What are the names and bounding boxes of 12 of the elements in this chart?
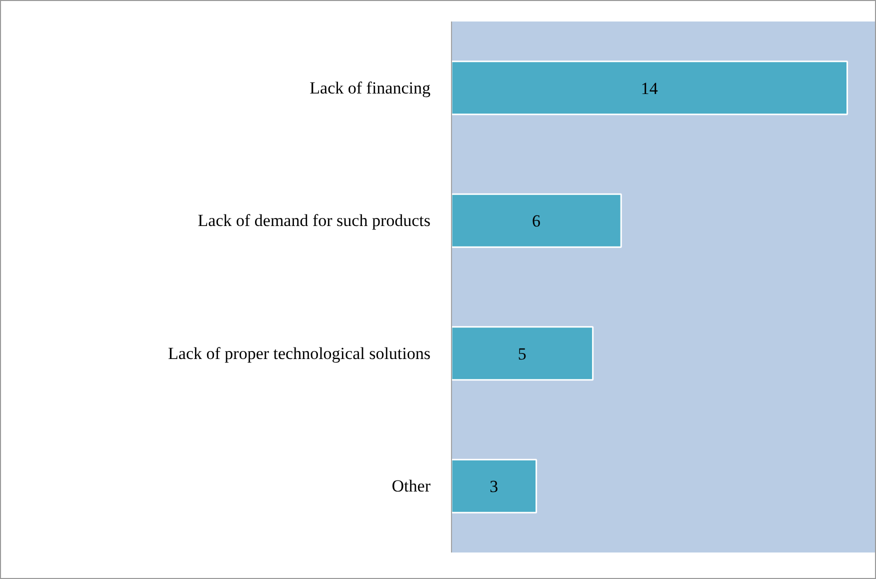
- y-tick-label: Lack of financing: [310, 78, 431, 98]
- bar: [452, 60, 848, 116]
- y-tick-label: Other: [392, 476, 431, 496]
- bar: [452, 326, 594, 381]
- bar: [452, 458, 538, 514]
- data-label: 14: [640, 78, 658, 98]
- bar: [452, 193, 622, 248]
- data-label: 3: [490, 477, 498, 496]
- y-tick-label: Lack of demand for such products: [198, 211, 431, 230]
- data-label: 6: [532, 212, 541, 231]
- y-tick-label: Lack of proper technological solutions: [168, 344, 431, 363]
- data-label: 5: [518, 344, 526, 364]
